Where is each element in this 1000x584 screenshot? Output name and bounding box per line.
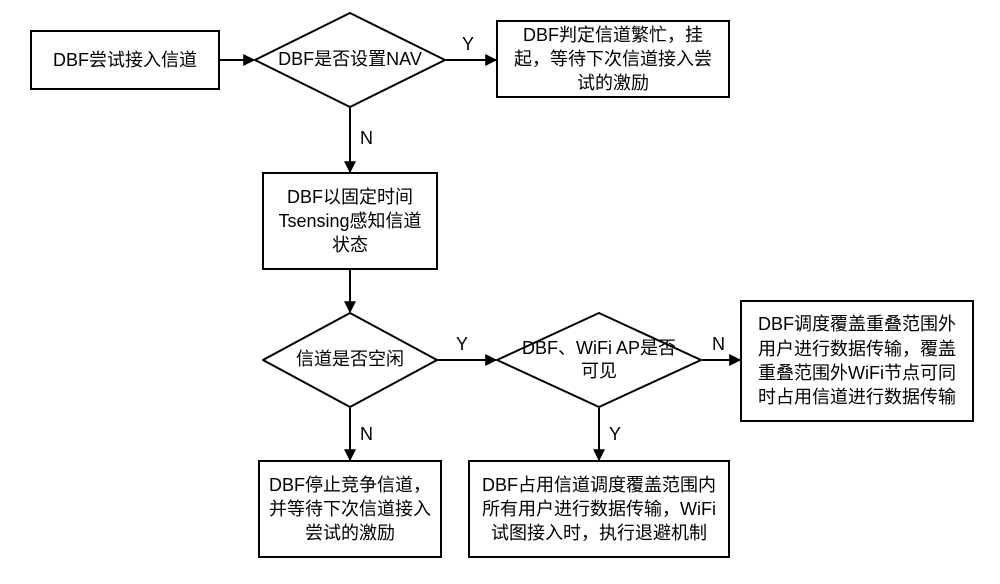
node-occupy-label: DBF占用信道调度覆盖范围内所有用户进行数据传输，WiFi试图接入时，执行退避机… — [478, 473, 720, 546]
decision-idle: 信道是否空闲 — [262, 312, 438, 408]
node-sense: DBF以固定时间Tsensing感知信道状态 — [262, 172, 438, 270]
node-stop-label: DBF停止竞争信道，并等待下次信道接入尝试的激励 — [268, 473, 432, 546]
edge-label-d_idle-stop: N — [360, 424, 373, 444]
edge-label-d_visible-occupy: Y — [609, 424, 621, 444]
decision-idle-label: 信道是否空闲 — [296, 348, 404, 371]
edge-label-d_nav-busy: Y — [462, 34, 474, 54]
node-stop: DBF停止竞争信道，并等待下次信道接入尝试的激励 — [258, 460, 442, 558]
node-sense-label: DBF以固定时间Tsensing感知信道状态 — [272, 185, 428, 258]
edge-label-d_nav-sense: N — [360, 128, 373, 148]
node-outer-label: DBF调度覆盖重叠范围外用户进行数据传输，覆盖重叠范围外WiFi节点可同时占用信… — [750, 312, 964, 409]
node-busy: DBF判定信道繁忙，挂起，等待下次信道接入尝试的激励 — [496, 20, 730, 98]
node-start: DBF尝试接入信道 — [30, 30, 220, 90]
flowchart-canvas: Y N Y N N Y DBF尝试接入信道 DBF判定信道繁忙，挂起，等待下次信道接入尝试… — [0, 0, 1000, 584]
decision-visible-label: DBF、WiFi AP是否可见 — [514, 337, 684, 384]
decision-nav-label: DBF是否设置NAV — [278, 48, 422, 71]
node-busy-label: DBF判定信道繁忙，挂起，等待下次信道接入尝试的激励 — [506, 23, 720, 96]
edge-label-d_visible-outer: N — [712, 334, 725, 354]
node-outer: DBF调度覆盖重叠范围外用户进行数据传输，覆盖重叠范围外WiFi节点可同时占用信… — [740, 300, 974, 422]
edge-label-d_idle-d_visible: Y — [456, 334, 468, 354]
decision-nav: DBF是否设置NAV — [254, 12, 446, 108]
node-occupy: DBF占用信道调度覆盖范围内所有用户进行数据传输，WiFi试图接入时，执行退避机… — [468, 460, 730, 558]
decision-visible: DBF、WiFi AP是否可见 — [496, 312, 702, 408]
node-start-label: DBF尝试接入信道 — [53, 48, 197, 72]
